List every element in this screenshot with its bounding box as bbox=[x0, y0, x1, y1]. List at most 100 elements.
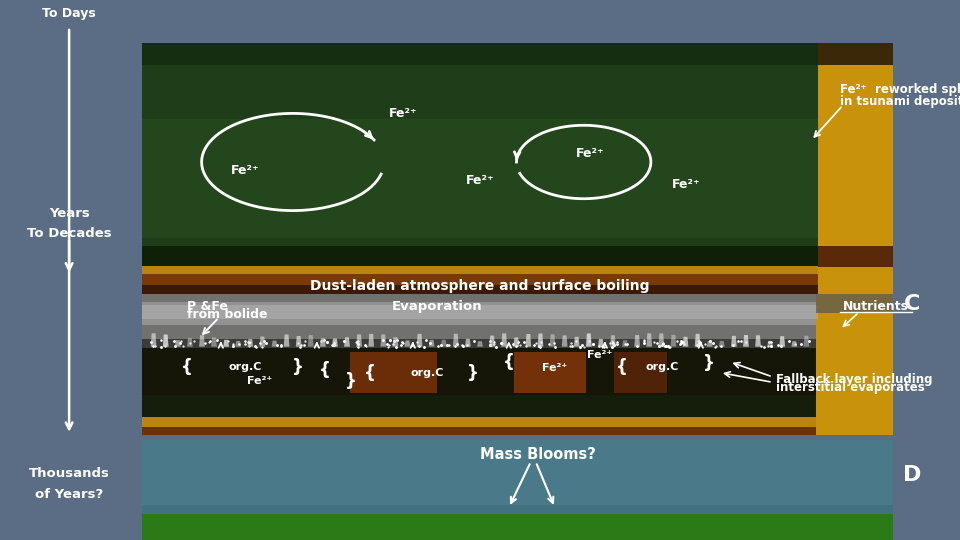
Polygon shape bbox=[142, 427, 818, 435]
Polygon shape bbox=[142, 266, 840, 275]
Text: To Days: To Days bbox=[42, 7, 96, 20]
Text: org.C: org.C bbox=[411, 368, 444, 377]
Polygon shape bbox=[404, 340, 410, 347]
Polygon shape bbox=[707, 341, 712, 347]
Polygon shape bbox=[622, 340, 628, 347]
Polygon shape bbox=[142, 440, 893, 540]
Polygon shape bbox=[818, 43, 893, 294]
Text: Mass Blooms?: Mass Blooms? bbox=[480, 447, 595, 462]
Text: from bolide: from bolide bbox=[187, 308, 268, 321]
Text: {: { bbox=[181, 358, 193, 376]
Text: D: D bbox=[902, 465, 922, 485]
Polygon shape bbox=[142, 417, 818, 428]
Text: Fe²⁺: Fe²⁺ bbox=[588, 350, 612, 360]
Polygon shape bbox=[142, 505, 893, 540]
Polygon shape bbox=[142, 347, 818, 395]
Polygon shape bbox=[514, 352, 586, 393]
Polygon shape bbox=[142, 514, 893, 540]
Polygon shape bbox=[393, 338, 398, 347]
Polygon shape bbox=[175, 340, 180, 347]
Polygon shape bbox=[356, 334, 362, 347]
Polygon shape bbox=[477, 341, 483, 347]
Text: Thousands: Thousands bbox=[29, 467, 109, 480]
Polygon shape bbox=[142, 294, 818, 339]
Text: Dust-laden atmosphere and surface boiling: Dust-laden atmosphere and surface boilin… bbox=[310, 279, 650, 293]
Polygon shape bbox=[562, 335, 567, 347]
Polygon shape bbox=[514, 338, 519, 347]
Text: }: } bbox=[345, 372, 356, 390]
Polygon shape bbox=[598, 339, 604, 347]
Polygon shape bbox=[151, 333, 156, 347]
Text: Fe²⁺: Fe²⁺ bbox=[466, 174, 494, 187]
Text: {: { bbox=[616, 358, 628, 376]
Polygon shape bbox=[284, 334, 290, 347]
Polygon shape bbox=[574, 337, 580, 347]
Polygon shape bbox=[142, 294, 818, 435]
Polygon shape bbox=[538, 334, 543, 347]
Polygon shape bbox=[142, 119, 840, 238]
Polygon shape bbox=[719, 341, 725, 347]
Polygon shape bbox=[816, 294, 893, 313]
Polygon shape bbox=[780, 336, 785, 347]
Text: }: } bbox=[467, 363, 478, 382]
Polygon shape bbox=[296, 336, 301, 347]
Polygon shape bbox=[308, 335, 314, 347]
Text: Nutrients: Nutrients bbox=[843, 300, 908, 313]
Polygon shape bbox=[320, 339, 325, 347]
Polygon shape bbox=[272, 341, 277, 347]
Polygon shape bbox=[235, 341, 241, 347]
Polygon shape bbox=[163, 334, 169, 347]
Text: Fe²⁺: Fe²⁺ bbox=[247, 376, 272, 386]
Polygon shape bbox=[199, 335, 204, 347]
Polygon shape bbox=[611, 335, 616, 347]
Polygon shape bbox=[683, 337, 688, 347]
Polygon shape bbox=[816, 294, 893, 435]
Polygon shape bbox=[490, 335, 495, 347]
Polygon shape bbox=[743, 335, 749, 347]
Polygon shape bbox=[441, 340, 446, 347]
Polygon shape bbox=[659, 333, 664, 347]
Polygon shape bbox=[614, 352, 667, 393]
Polygon shape bbox=[187, 338, 193, 347]
Text: P &Fe: P &Fe bbox=[187, 300, 228, 313]
Polygon shape bbox=[142, 43, 840, 267]
Text: {: { bbox=[319, 361, 330, 379]
Polygon shape bbox=[501, 333, 507, 347]
Text: Fe²⁺  reworked spherules: Fe²⁺ reworked spherules bbox=[840, 83, 960, 96]
Polygon shape bbox=[142, 302, 818, 325]
Polygon shape bbox=[465, 339, 470, 347]
Polygon shape bbox=[142, 274, 840, 286]
Text: Fe²⁺: Fe²⁺ bbox=[672, 178, 701, 191]
Text: Fallback layer including: Fallback layer including bbox=[776, 373, 932, 386]
Text: org.C: org.C bbox=[646, 362, 679, 372]
Text: Evaporation: Evaporation bbox=[392, 300, 482, 313]
Polygon shape bbox=[332, 339, 338, 347]
Text: To Decades: To Decades bbox=[27, 227, 111, 240]
Polygon shape bbox=[211, 338, 217, 347]
Polygon shape bbox=[380, 334, 386, 347]
Polygon shape bbox=[142, 339, 818, 348]
Text: Fe²⁺: Fe²⁺ bbox=[230, 164, 259, 177]
Polygon shape bbox=[142, 305, 818, 319]
Polygon shape bbox=[756, 335, 761, 347]
Polygon shape bbox=[248, 339, 253, 347]
Polygon shape bbox=[224, 340, 229, 347]
Polygon shape bbox=[344, 338, 349, 347]
Text: Fe²⁺: Fe²⁺ bbox=[542, 363, 567, 373]
Text: }: } bbox=[292, 358, 303, 376]
Polygon shape bbox=[142, 246, 840, 267]
Polygon shape bbox=[635, 335, 640, 347]
Polygon shape bbox=[142, 43, 840, 65]
Text: {: { bbox=[503, 353, 515, 371]
Polygon shape bbox=[525, 334, 531, 347]
Polygon shape bbox=[429, 340, 435, 347]
Text: {: { bbox=[364, 363, 375, 382]
Polygon shape bbox=[259, 336, 265, 347]
Polygon shape bbox=[646, 333, 652, 347]
Polygon shape bbox=[767, 341, 773, 347]
Polygon shape bbox=[818, 246, 893, 267]
Text: interstitial evaporates: interstitial evaporates bbox=[776, 381, 924, 394]
Text: in tsunami deposit: in tsunami deposit bbox=[840, 95, 960, 108]
Polygon shape bbox=[804, 336, 809, 347]
Polygon shape bbox=[791, 341, 797, 347]
